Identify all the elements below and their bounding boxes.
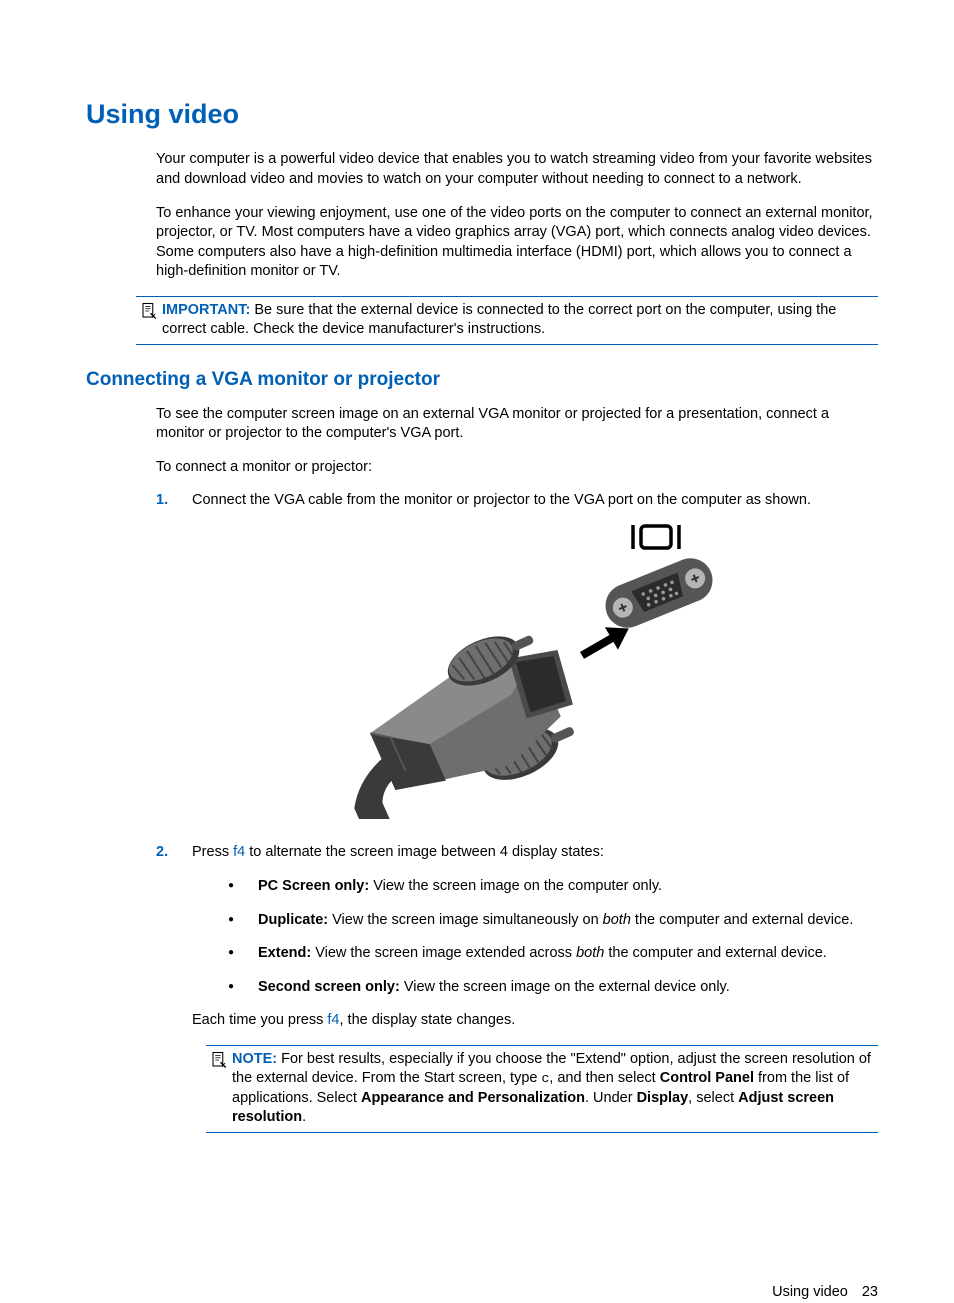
bullet-bold: Extend: — [258, 945, 311, 961]
f4-key: f4 — [233, 844, 245, 860]
footer-section: Using video — [772, 1284, 848, 1300]
step-number-1: 1. — [156, 491, 168, 511]
bullet-text: View the screen image on the computer on… — [369, 878, 662, 894]
note-bold3: Display — [637, 1090, 689, 1106]
eachtime-before: Each time you press — [192, 1012, 327, 1028]
step-2-text-after: to alternate the screen image between 4 … — [245, 844, 604, 860]
note-callout: NOTE: For best results, especially if yo… — [206, 1045, 878, 1133]
note-seg4: . Under — [585, 1090, 637, 1106]
bullet-italic: both — [603, 912, 631, 928]
bullet-extend: Extend: View the screen image extended a… — [228, 944, 878, 964]
step-number-2: 2. — [156, 843, 168, 863]
intro-paragraph-2: To enhance your viewing enjoyment, use o… — [156, 204, 878, 282]
important-text: Be sure that the external device is conn… — [162, 302, 836, 338]
bullet-bold: Second screen only: — [258, 979, 400, 995]
important-icon — [140, 302, 160, 327]
footer-page-number: 23 — [862, 1284, 878, 1300]
bullet-second-screen-only: Second screen only: View the screen imag… — [228, 978, 878, 998]
vga-figure — [192, 519, 878, 826]
note-bold2: Appearance and Personalization — [361, 1090, 585, 1106]
bullet-text: View the screen image extended across — [311, 945, 576, 961]
intro-paragraph-1: Your computer is a powerful video device… — [156, 150, 878, 189]
bullet-bold: Duplicate: — [258, 912, 328, 928]
f4-key: f4 — [327, 1012, 339, 1028]
step-2: 2. Press f4 to alternate the screen imag… — [156, 843, 878, 1030]
bullet-duplicate: Duplicate: View the screen image simulta… — [228, 911, 878, 931]
each-time-text: Each time you press f4, the display stat… — [192, 1011, 878, 1031]
bullet-bold: PC Screen only: — [258, 878, 369, 894]
bullet-text: the computer and external device. — [631, 912, 853, 928]
eachtime-after: , the display state changes. — [340, 1012, 516, 1028]
important-callout: IMPORTANT: Be sure that the external dev… — [136, 296, 878, 345]
note-icon — [210, 1051, 230, 1076]
bullet-text: View the screen image simultaneously on — [328, 912, 603, 928]
page-title: Using video — [86, 96, 878, 132]
step-2-text-before: Press — [192, 844, 233, 860]
note-label: NOTE: — [232, 1051, 277, 1067]
vga-paragraph-2: To connect a monitor or projector: — [156, 458, 878, 478]
bullet-text: the computer and external device. — [604, 945, 826, 961]
section-heading-vga: Connecting a VGA monitor or projector — [86, 367, 878, 393]
important-label: IMPORTANT: — [162, 302, 250, 318]
bullet-italic: both — [576, 945, 604, 961]
note-seg5: , select — [688, 1090, 738, 1106]
bullet-pc-screen-only: PC Screen only: View the screen image on… — [228, 877, 878, 897]
page-footer: Using video 23 — [86, 1283, 878, 1303]
note-seg2: , and then select — [549, 1070, 659, 1086]
note-seg6: . — [302, 1109, 306, 1125]
step-1-text: Connect the VGA cable from the monitor o… — [192, 492, 811, 508]
note-bold1: Control Panel — [660, 1070, 754, 1086]
bullet-text: View the screen image on the external de… — [400, 979, 730, 995]
step-1: 1. Connect the VGA cable from the monito… — [156, 491, 878, 825]
vga-paragraph-1: To see the computer screen image on an e… — [156, 405, 878, 444]
